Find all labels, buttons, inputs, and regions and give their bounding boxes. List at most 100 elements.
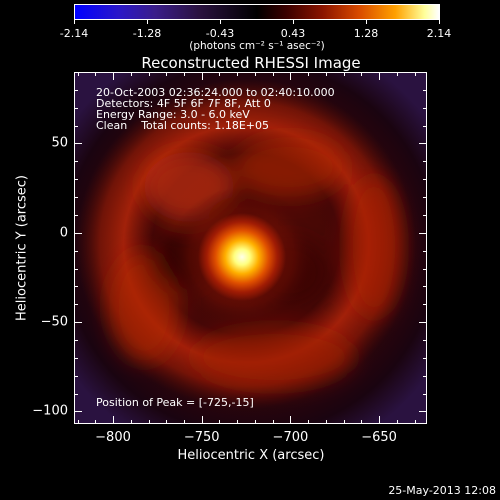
- x-minor-tick-top: [131, 72, 132, 76]
- colorbar-tick-label: 2.14: [426, 27, 452, 40]
- info-time-range: 20-Oct-2003 02:36:24.000 to 02:40:10.000: [96, 86, 335, 99]
- x-tick-label: −800: [95, 430, 131, 445]
- x-minor-tick-top: [326, 72, 327, 76]
- x-minor-tick: [149, 420, 150, 424]
- x-minor-tick: [237, 420, 238, 424]
- colorbar-tick-label: 0.43: [280, 27, 306, 40]
- x-minor-tick-top: [184, 72, 185, 76]
- x-minor-tick-top: [255, 72, 256, 76]
- x-tick-label: −750: [183, 430, 220, 445]
- x-minor-tick: [273, 420, 274, 424]
- y-tick-label: −50: [40, 314, 68, 330]
- colorbar-tick: [293, 20, 294, 24]
- x-minor-tick: [219, 420, 220, 424]
- x-minor-tick-top: [78, 72, 79, 76]
- y-major-tick-right: [419, 233, 427, 234]
- y-tick-label: 50: [51, 135, 68, 151]
- y-minor-tick: [74, 90, 78, 91]
- colorbar-tick-label: -0.43: [205, 27, 235, 40]
- x-minor-tick: [255, 420, 256, 424]
- x-minor-tick: [95, 420, 96, 424]
- y-major-tick: [74, 322, 82, 323]
- y-minor-tick-right: [423, 215, 427, 216]
- x-minor-tick: [131, 420, 132, 424]
- y-minor-tick: [74, 376, 78, 377]
- colorbar-tick-label: -1.28: [132, 27, 162, 40]
- y-minor-tick-right: [423, 269, 427, 270]
- y-minor-tick: [74, 161, 78, 162]
- x-major-tick: [113, 416, 114, 424]
- colorbar-tick: [439, 20, 440, 24]
- x-minor-tick-top: [166, 72, 167, 76]
- x-major-tick-top: [202, 72, 203, 80]
- info-peak-position: Position of Peak = [-725,-15]: [96, 396, 254, 409]
- y-minor-tick: [74, 251, 78, 252]
- x-minor-tick: [415, 420, 416, 424]
- y-minor-tick-right: [423, 304, 427, 305]
- x-major-tick: [202, 416, 203, 424]
- x-minor-tick-top: [149, 72, 150, 76]
- x-minor-tick-top: [273, 72, 274, 76]
- x-minor-tick: [166, 420, 167, 424]
- colorbar-tick-label: 1.28: [353, 27, 379, 40]
- info-detectors: Detectors: 4F 5F 6F 7F 8F, Att 0: [96, 97, 271, 110]
- x-minor-tick: [361, 420, 362, 424]
- y-minor-tick-right: [423, 286, 427, 287]
- x-tick-label: −650: [361, 430, 397, 445]
- y-minor-tick: [74, 197, 78, 198]
- y-minor-tick-right: [423, 394, 427, 395]
- x-tick-label: −700: [272, 430, 309, 445]
- colorbar-tick: [366, 20, 367, 24]
- x-minor-tick: [344, 420, 345, 424]
- colorbar-units: (photons cm⁻² s⁻¹ asec⁻²): [189, 40, 325, 52]
- colorbar-tick-label: -2.14: [59, 27, 89, 40]
- y-major-tick-right: [419, 411, 427, 412]
- y-major-tick-right: [419, 322, 427, 323]
- info-energy-range: Energy Range: 3.0 - 6.0 keV: [96, 108, 250, 121]
- x-major-tick-top: [113, 72, 114, 80]
- y-minor-tick-right: [423, 108, 427, 109]
- y-axis-label: Heliocentric Y (arcsec): [14, 175, 30, 321]
- datestamp: 25-May-2013 12:08: [388, 484, 496, 497]
- y-minor-tick-right: [423, 358, 427, 359]
- colorbar-tick: [74, 20, 75, 24]
- x-minor-tick: [397, 420, 398, 424]
- y-minor-tick: [74, 358, 78, 359]
- y-minor-tick: [74, 215, 78, 216]
- x-minor-tick: [184, 420, 185, 424]
- y-major-tick: [74, 143, 82, 144]
- y-minor-tick: [74, 179, 78, 180]
- y-minor-tick: [74, 126, 78, 127]
- y-minor-tick-right: [423, 197, 427, 198]
- y-minor-tick-right: [423, 90, 427, 91]
- y-minor-tick: [74, 304, 78, 305]
- y-major-tick: [74, 233, 82, 234]
- x-minor-tick: [308, 420, 309, 424]
- y-minor-tick: [74, 340, 78, 341]
- x-major-tick: [379, 416, 380, 424]
- x-minor-tick-top: [237, 72, 238, 76]
- y-major-tick-right: [419, 143, 427, 144]
- x-major-tick-top: [379, 72, 380, 80]
- y-minor-tick: [74, 108, 78, 109]
- x-minor-tick: [78, 420, 79, 424]
- y-minor-tick-right: [423, 179, 427, 180]
- image-plot-area: 20-Oct-2003 02:36:24.000 to 02:40:10.000…: [74, 72, 427, 424]
- rhessi-image: [74, 72, 427, 424]
- info-method-counts: Clean Total counts: 1.18E+05: [96, 119, 270, 132]
- colorbar-tick: [147, 20, 148, 24]
- y-tick-label: 0: [59, 225, 68, 241]
- x-major-tick: [290, 416, 291, 424]
- y-major-tick: [74, 411, 82, 412]
- x-minor-tick-top: [415, 72, 416, 76]
- x-minor-tick-top: [219, 72, 220, 76]
- y-minor-tick-right: [423, 126, 427, 127]
- x-minor-tick-top: [344, 72, 345, 76]
- y-minor-tick-right: [423, 161, 427, 162]
- plot-title: Reconstructed RHESSI Image: [141, 54, 361, 72]
- x-axis-label: Heliocentric X (arcsec): [177, 448, 325, 463]
- y-minor-tick-right: [423, 376, 427, 377]
- x-minor-tick-top: [361, 72, 362, 76]
- colorbar-tick: [220, 20, 221, 24]
- y-minor-tick: [74, 286, 78, 287]
